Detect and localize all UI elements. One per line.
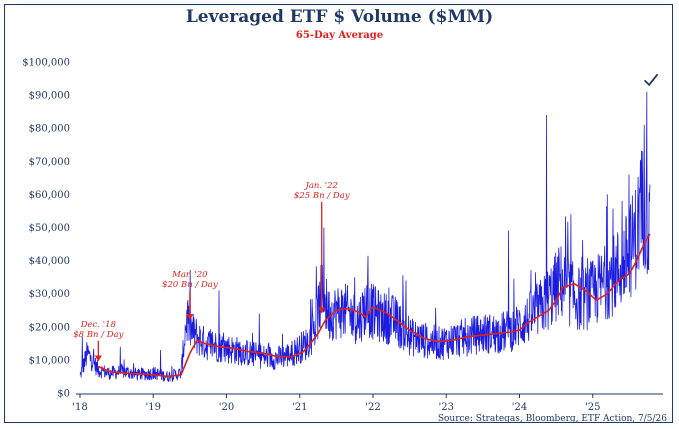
annotation-layer: Dec. '18$8 Bn / Day Mar. '20$20 Bn / Day J… [73,73,659,362]
x-tick-label: '21 [292,402,307,413]
y-tick-label: $10,000 [29,355,70,366]
y-tick-label: $40,000 [29,256,70,267]
annotation-date: Dec. '18 [80,320,117,330]
y-tick-label: $100,000 [22,58,70,69]
y-tick-label: $80,000 [29,124,70,135]
x-tick-label: '25 [585,402,600,413]
x-axis: '18 '19 '20 '21 '22 '23 '24 '25 [72,393,663,413]
annotation-date: Mar. '20 [171,270,208,280]
x-tick-label: '24 [512,402,527,413]
y-tick-label: $60,000 [29,190,70,201]
daily-volume-line [79,91,651,382]
chart-frame [4,4,673,423]
annotation-arrow-head [318,307,326,314]
y-tick-label: $70,000 [29,157,70,168]
y-tick-label: $50,000 [29,223,70,234]
x-tick-label: '20 [219,402,234,413]
x-tick-label: '23 [438,402,453,413]
x-tick-label: '19 [146,402,161,413]
y-tick-label: $90,000 [29,91,70,102]
checkmark-icon [644,73,659,86]
annotation-value: $8 Bn / Day [73,330,123,340]
chart-title: Leveraged ETF $ Volume ($MM) [185,7,494,27]
average-line [97,233,651,378]
x-tick-label: '22 [365,402,380,413]
series-layer [79,91,651,382]
chart-source: Source: Strategas, Bloomberg, ETF Action… [437,414,667,424]
y-tick-label: $0 [57,389,70,400]
chart-subtitle: 65-Day Average [295,30,384,41]
annotation-arrow-head [186,314,194,321]
x-tick-label: '18 [72,402,87,413]
y-axis: $0 $10,000 $20,000 $30,000 $40,000 $50,000 $60… [22,58,70,400]
annotation-value: $20 Bn / Day [162,280,218,290]
annotation-arrow-head [94,355,102,362]
annotation-date: Jan. '22 [303,181,338,191]
annotation-value: $25 Bn / Day [294,191,350,201]
y-tick-label: $20,000 [29,322,70,333]
y-tick-label: $30,000 [29,289,70,300]
